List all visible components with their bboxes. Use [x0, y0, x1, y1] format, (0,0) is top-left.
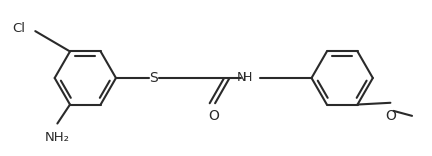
Text: O: O	[208, 109, 219, 123]
Text: Cl: Cl	[13, 22, 25, 35]
Text: H: H	[243, 71, 252, 85]
Text: O: O	[385, 109, 396, 123]
Text: S: S	[149, 71, 158, 85]
Text: NH₂: NH₂	[45, 131, 70, 144]
Text: N: N	[237, 71, 246, 85]
